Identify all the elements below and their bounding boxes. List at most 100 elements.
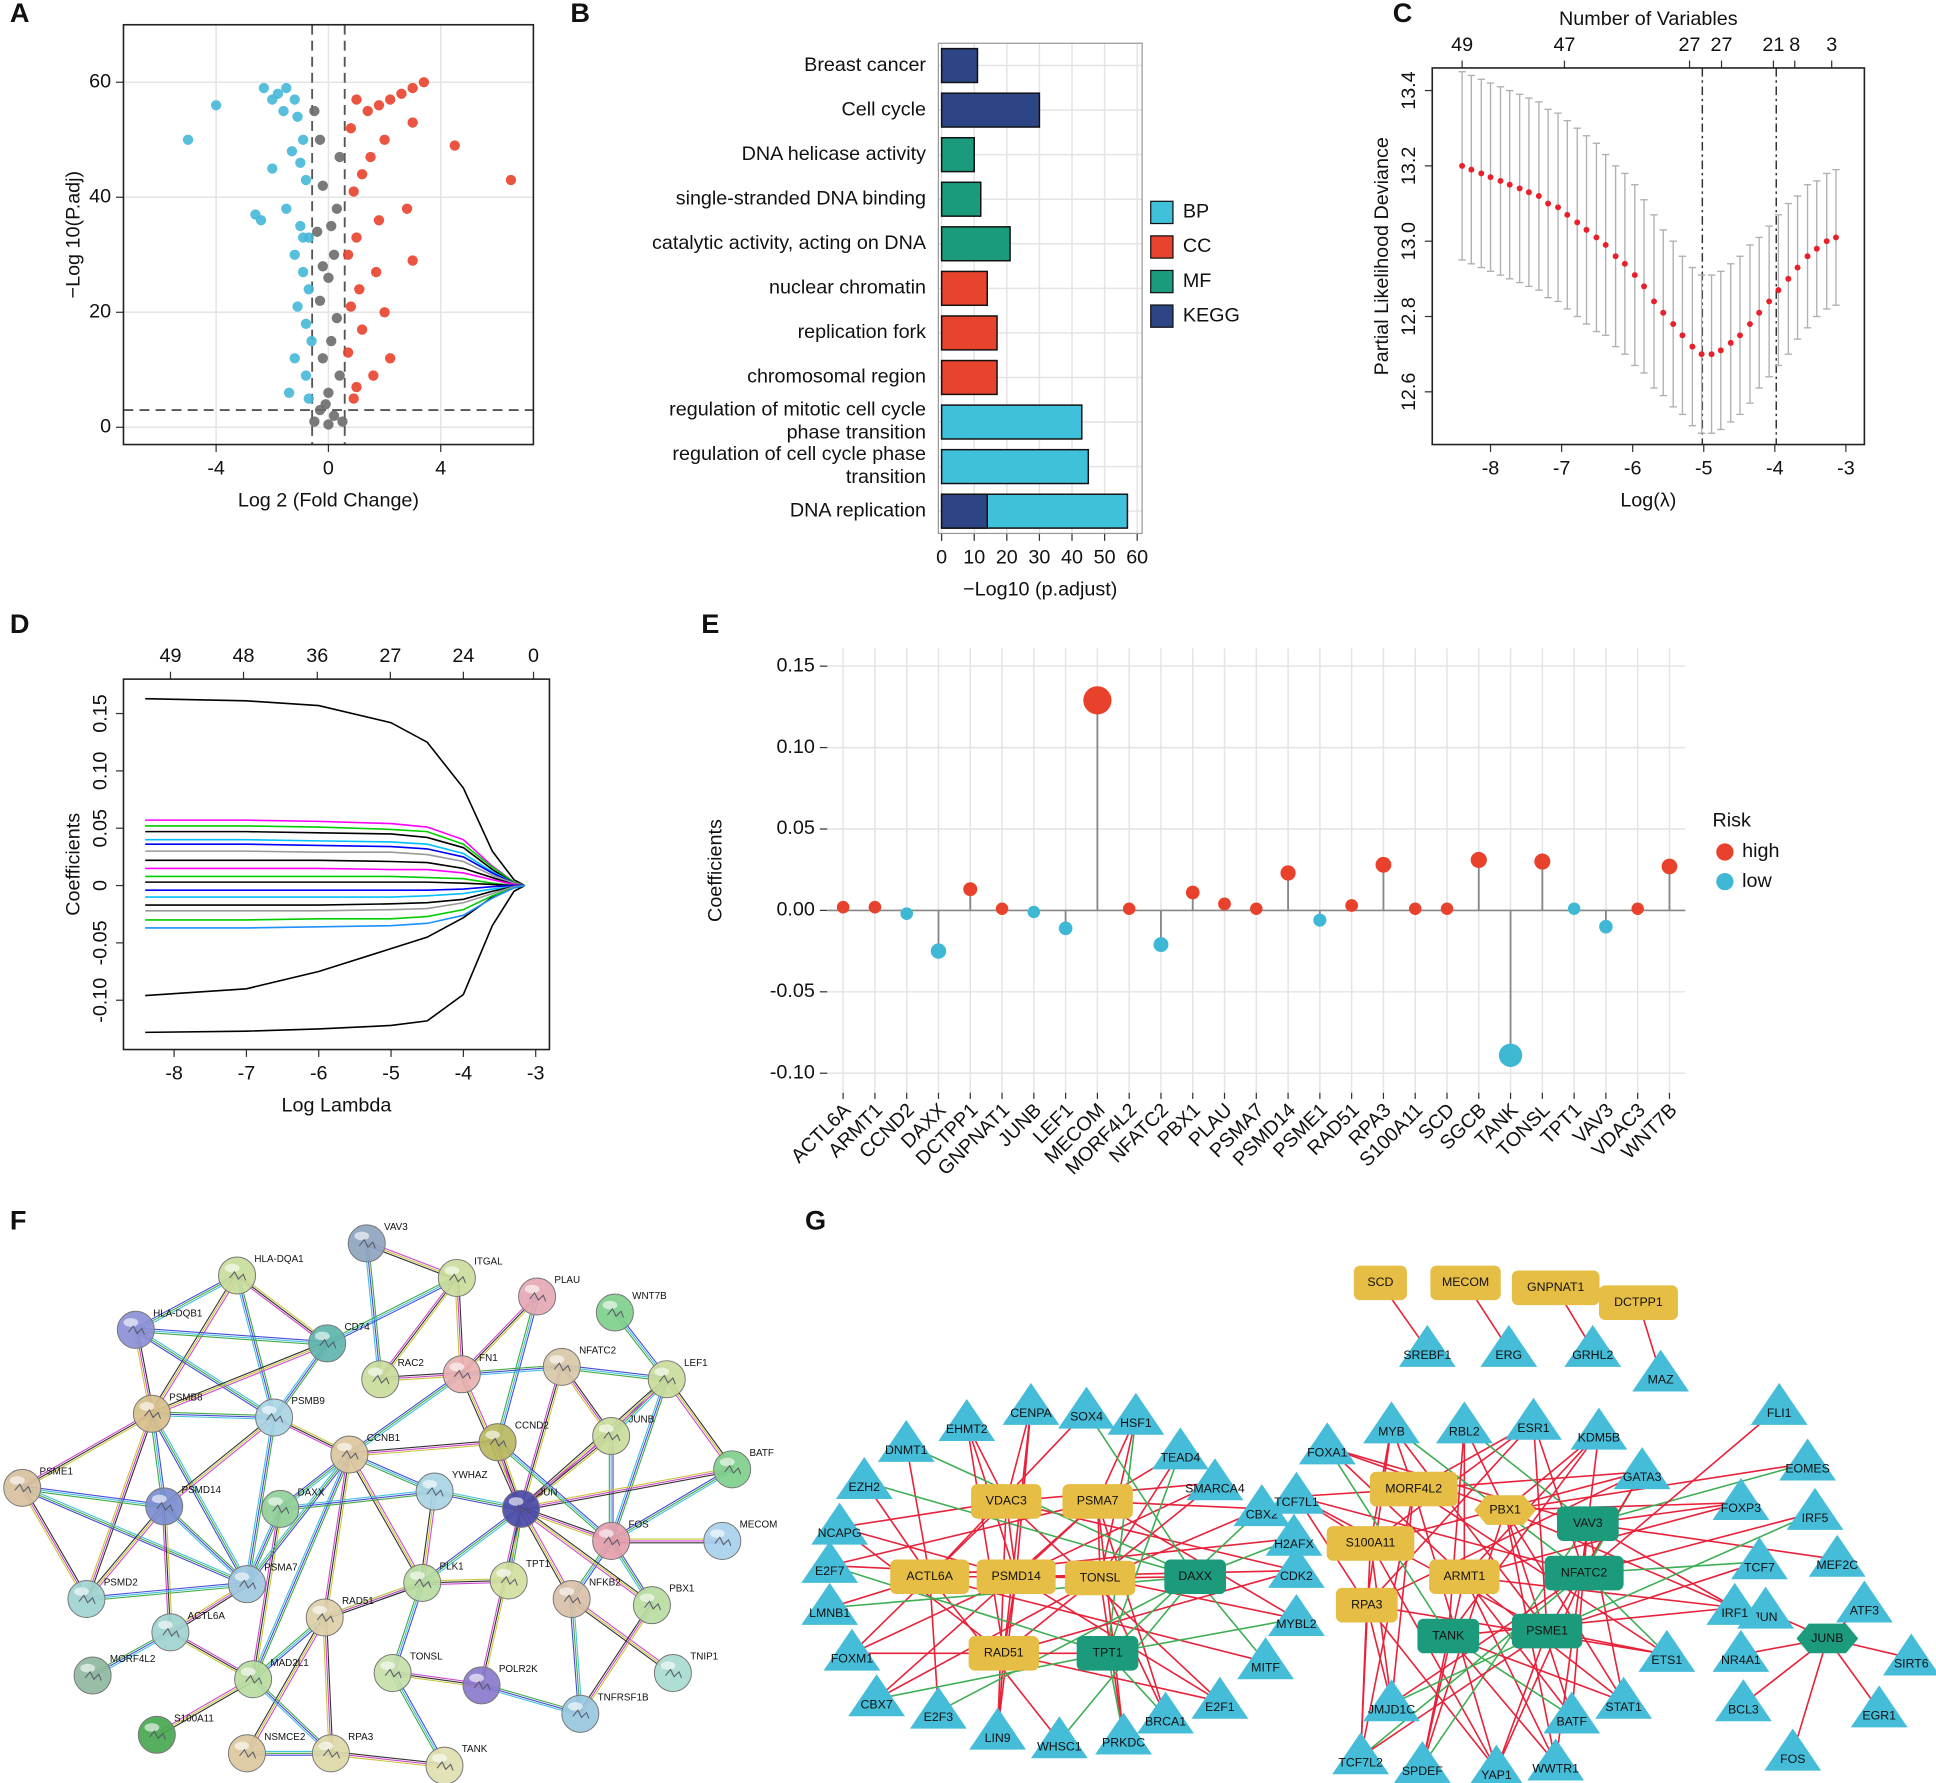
node-structure	[323, 1748, 340, 1759]
point	[342, 347, 354, 358]
y-tick-label: -0.05	[89, 920, 111, 965]
node-structure	[14, 1483, 32, 1493]
network-edge	[151, 1413, 275, 1419]
node-label: VAV3	[1573, 1516, 1603, 1530]
node-label: RAD51	[984, 1646, 1024, 1660]
node-structure	[372, 1374, 390, 1385]
network-edge	[1391, 1572, 1585, 1705]
network-node	[1505, 1397, 1562, 1440]
node-label: BATF	[749, 1448, 773, 1459]
node-highlight	[144, 1723, 160, 1732]
network-edge	[22, 1487, 248, 1585]
point	[345, 123, 357, 134]
network-edge	[135, 1329, 275, 1418]
network-edge	[248, 1417, 277, 1585]
network-edge	[246, 1417, 275, 1585]
network-edge	[864, 1480, 1196, 1578]
panel-label: D	[10, 608, 30, 639]
node-label: TEAD4	[1160, 1450, 1200, 1464]
network-edge	[1096, 1501, 1125, 1738]
point	[1823, 238, 1830, 245]
category-label: Cell cycle	[842, 98, 927, 120]
point	[505, 174, 517, 186]
network-node	[234, 1660, 273, 1699]
network-node	[1835, 1580, 1893, 1623]
node-highlight	[234, 1741, 250, 1751]
network-edge	[1359, 1605, 1368, 1758]
point	[323, 387, 334, 398]
network-edge	[85, 1413, 153, 1600]
legend-swatch	[1150, 304, 1174, 328]
network-edge	[136, 1327, 276, 1417]
network-edge	[326, 1277, 458, 1344]
network-edge	[349, 1443, 498, 1457]
network-edge	[86, 1581, 247, 1598]
category-label: single-stranded DNA binding	[676, 187, 926, 209]
node-highlight	[598, 1424, 614, 1433]
network-node	[137, 1715, 176, 1754]
network-node	[1480, 1324, 1538, 1367]
node-highlight	[508, 1497, 524, 1506]
node-label: PSME1	[40, 1466, 73, 1477]
network-node	[1268, 1471, 1325, 1514]
y-tick-label: -0.05	[770, 980, 815, 1002]
y-tick-label: 0.15	[89, 694, 111, 732]
network-edge	[322, 1617, 330, 1754]
bar	[940, 92, 1041, 128]
point	[373, 100, 385, 111]
node-structure	[229, 1270, 247, 1281]
network-node	[330, 1435, 369, 1474]
node-label: ESR1	[1517, 1421, 1549, 1435]
node-label: SMARCA4	[1185, 1481, 1245, 1495]
node-label: STAT1	[1605, 1700, 1642, 1714]
node-label: TPT1	[526, 1559, 550, 1570]
node-label: DCTPP1	[1614, 1295, 1663, 1309]
node-label: CDK2	[1280, 1569, 1313, 1583]
point	[289, 249, 300, 260]
text-line: regulation of cell cycle phase	[672, 443, 926, 465]
network-edge	[250, 1508, 279, 1680]
node-label: MITF	[1251, 1660, 1280, 1674]
x-tick-label: 60	[1126, 546, 1148, 568]
node-structure	[714, 1536, 732, 1547]
network-edge	[611, 1470, 734, 1544]
network-node	[811, 1502, 868, 1545]
y-tick-label: 13.2	[1398, 147, 1420, 185]
point	[326, 335, 337, 347]
node-label: CCNB1	[367, 1433, 400, 1444]
network-edge	[521, 1437, 613, 1511]
network-node	[1062, 1484, 1133, 1519]
y-axis-title: Coefficients	[62, 813, 84, 916]
network-node	[1332, 1732, 1390, 1775]
panel-label: A	[10, 0, 30, 28]
top-tick-label: 3	[1826, 34, 1837, 56]
network-edge	[21, 1411, 152, 1487]
top-tick-label: 27	[1679, 34, 1701, 56]
node-label: CBX7	[861, 1697, 893, 1711]
point	[930, 943, 947, 959]
bar	[940, 315, 998, 351]
node-label: NR4A1	[1721, 1653, 1761, 1667]
y-tick-label: 0.00	[776, 899, 814, 921]
network-edge	[1296, 1495, 1548, 1632]
category-label: Breast cancer	[804, 54, 926, 76]
network-edge	[581, 1605, 654, 1716]
node-structure	[341, 1449, 359, 1460]
point	[1804, 253, 1811, 260]
node-highlight	[559, 1587, 575, 1596]
x-axis-title: −Log10 (p.adjust)	[963, 578, 1117, 600]
node-structure	[358, 1238, 376, 1249]
y-tick-label: 13.4	[1398, 71, 1420, 109]
node-label: PSMD14	[991, 1569, 1040, 1583]
x-tick-label: -8	[1482, 457, 1500, 479]
point	[370, 266, 382, 278]
network-node	[1095, 1712, 1152, 1755]
node-structure	[513, 1504, 531, 1514]
network-edge	[254, 1455, 352, 1681]
network-node	[1714, 1679, 1772, 1722]
network-edge	[876, 1652, 1108, 1700]
node-label: EGR1	[1862, 1709, 1896, 1723]
node-label: KDM5B	[1578, 1431, 1620, 1445]
top-tick-label: 36	[306, 645, 328, 667]
network-edge	[22, 1485, 165, 1506]
